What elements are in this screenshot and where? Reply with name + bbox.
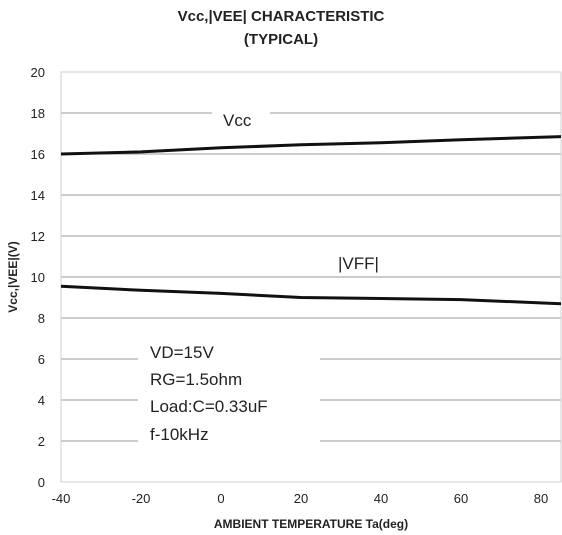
condition-rg: RG=1.5ohm bbox=[150, 370, 242, 389]
y-tick-label: 0 bbox=[38, 475, 45, 490]
y-tick-label: 6 bbox=[38, 352, 45, 367]
conditions-box bbox=[138, 334, 320, 454]
chart-title-line2: (TYPICAL) bbox=[244, 31, 318, 48]
chart-title-line1: Vcc,|VEE| CHARACTERISTIC bbox=[178, 8, 385, 25]
series-line-vee bbox=[60, 284, 562, 306]
x-tick-label: -20 bbox=[132, 491, 151, 506]
y-tick-label: 8 bbox=[38, 311, 45, 326]
x-tick-label: 60 bbox=[454, 491, 468, 506]
x-tick-label: 20 bbox=[294, 491, 308, 506]
y-tick-label: 18 bbox=[31, 106, 45, 121]
series-line-vcc bbox=[60, 135, 562, 156]
vee-series-label: |VFF| bbox=[338, 254, 379, 273]
y-tick-label: 16 bbox=[31, 147, 45, 162]
y-tick-label: 2 bbox=[38, 434, 45, 449]
condition-vd: VD=15V bbox=[150, 343, 214, 362]
x-tick-label: 0 bbox=[217, 491, 224, 506]
x-tick-labels: -40 -20 0 20 40 60 80 bbox=[52, 491, 549, 506]
condition-load: Load:C=0.33uF bbox=[150, 397, 268, 416]
series bbox=[60, 135, 562, 306]
y-tick-labels: 0 2 4 6 8 10 12 14 16 18 20 bbox=[31, 65, 45, 490]
y-axis-label: Vcc,|VEE|(V) bbox=[6, 241, 20, 312]
x-tick-label: 80 bbox=[534, 491, 548, 506]
x-axis-label: AMBIENT TEMPERATURE Ta(deg) bbox=[214, 517, 408, 531]
x-tick-label: -40 bbox=[52, 491, 71, 506]
condition-freq: f-10kHz bbox=[150, 425, 209, 444]
y-tick-label: 4 bbox=[38, 393, 45, 408]
vcc-series-label: Vcc bbox=[223, 111, 252, 130]
vee-label-bg bbox=[328, 250, 394, 276]
y-tick-label: 14 bbox=[31, 188, 45, 203]
plot-area-border bbox=[60, 71, 562, 483]
vcc-label-bg bbox=[212, 106, 270, 132]
x-tick-label: 40 bbox=[374, 491, 388, 506]
y-tick-label: 12 bbox=[31, 229, 45, 244]
y-tick-label: 10 bbox=[31, 270, 45, 285]
y-tick-label: 20 bbox=[31, 65, 45, 80]
